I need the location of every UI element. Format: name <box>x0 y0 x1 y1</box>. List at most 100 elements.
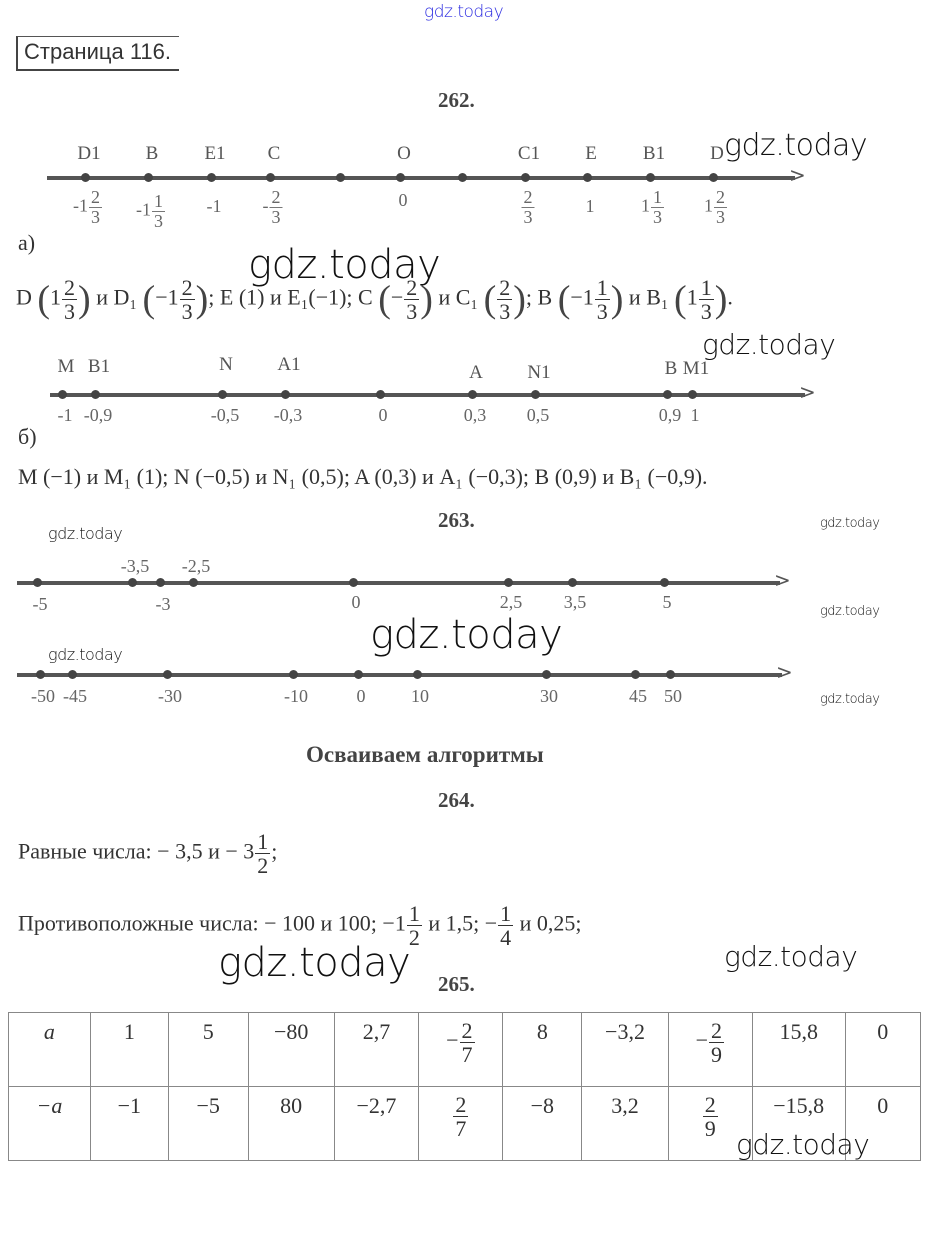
numerator: 1 <box>698 275 714 301</box>
point-value: 5 <box>662 592 672 612</box>
point-value: 1 <box>585 196 595 216</box>
watermark: gdz.today <box>48 524 123 543</box>
table-cell: 5 <box>167 1012 249 1087</box>
numerator: 2 <box>521 187 535 208</box>
formula-text: ; E (1) и E₁(−1); C <box>208 284 379 310</box>
point-marker <box>542 670 551 679</box>
watermark: gdz.today <box>218 940 411 986</box>
point-value: -0,9 <box>83 405 113 425</box>
point-marker <box>631 670 640 679</box>
table-cell: a <box>8 1012 91 1087</box>
point-marker <box>81 173 90 182</box>
whole-part: - <box>262 195 269 216</box>
denominator: 3 <box>700 299 712 325</box>
point-marker <box>396 173 405 182</box>
point-marker <box>207 173 216 182</box>
denominator: 3 <box>91 206 100 227</box>
numerator: 2 <box>89 187 102 208</box>
point-name: B <box>145 143 159 164</box>
point-value: 45 <box>629 686 647 706</box>
table-row: −a −1 −5 80 −2,7 2 7 −8 3,2 2 9 −15,8 0 <box>8 1086 922 1161</box>
point-marker <box>521 173 530 182</box>
point-value: -1 <box>57 405 73 425</box>
point-name: E <box>585 143 597 164</box>
point-value: 0,3 <box>463 405 487 425</box>
parenthesis: ( <box>142 278 156 321</box>
formula-text: и B₁ <box>623 284 675 310</box>
point-value: -3 <box>155 594 171 614</box>
table-cell: 80 <box>247 1086 335 1161</box>
point-value: -0,3 <box>273 405 303 425</box>
parenthesis: ) <box>714 278 728 321</box>
point-name: D <box>710 143 724 164</box>
denominator: 9 <box>711 1042 722 1068</box>
parenthesis: ) <box>420 278 433 321</box>
whole-part: 1 <box>704 195 713 216</box>
point-value: 2,5 <box>499 592 523 612</box>
point-name: A1 <box>277 354 301 375</box>
point-name: B1 <box>642 143 666 164</box>
formula-text: D <box>16 284 38 310</box>
table-cell: 0 <box>844 1086 922 1161</box>
numerator: 2 <box>709 1018 724 1044</box>
whole-part: -1 <box>136 199 151 220</box>
formula-text: . <box>727 284 733 310</box>
page-label: Страница 116. <box>16 36 180 71</box>
point-marker <box>68 670 77 679</box>
point-value: 3,5 <box>563 592 587 612</box>
table-cell: −2 9 <box>667 1012 753 1087</box>
task-263-title: 263. <box>438 508 475 532</box>
table-cell: −2 7 <box>418 1012 504 1087</box>
opposite-numbers: Противоположные числа: − 100 и 100; −1 1 2… <box>18 902 582 949</box>
task-264-title: 264. <box>438 788 475 812</box>
axis-line <box>17 581 780 585</box>
point-value: 10 <box>411 686 429 706</box>
denominator: 3 <box>499 299 511 325</box>
point-name: O <box>397 143 411 164</box>
point-name: A <box>469 362 483 383</box>
numerator: 2 <box>179 275 195 301</box>
point-marker <box>468 390 477 399</box>
watermark: gdz.today <box>370 612 563 658</box>
point-marker <box>266 173 275 182</box>
table-cell: −80 <box>247 1012 335 1087</box>
point-value: 0 <box>398 190 408 210</box>
point-marker <box>189 578 198 587</box>
arrow-icon: > <box>774 568 791 592</box>
formula-text: 1 <box>50 284 62 310</box>
point-value: 0,9 <box>658 405 682 425</box>
parenthesis: ( <box>378 278 391 321</box>
point-value: 0,5 <box>526 405 550 425</box>
task-262-title: 262. <box>438 88 475 112</box>
point-value: -0,5 <box>210 405 240 425</box>
numerator: 1 <box>651 187 664 208</box>
table-cell: −15,8 <box>751 1086 846 1161</box>
numerator: 2 <box>497 275 513 301</box>
parenthesis: ( <box>483 278 497 321</box>
denominator: 3 <box>596 299 608 325</box>
sign: − <box>446 1027 459 1053</box>
parenthesis: ( <box>674 278 687 321</box>
watermark: gdz.today <box>820 692 880 707</box>
formula-text: −1 <box>570 284 594 310</box>
point-value: 30 <box>540 686 558 706</box>
point-marker <box>568 578 577 587</box>
point-marker <box>58 390 67 399</box>
point-name: B <box>664 358 678 379</box>
table-cell: −8 <box>502 1086 583 1161</box>
axis-line <box>47 176 795 180</box>
point-marker <box>128 578 137 587</box>
denominator: 3 <box>716 206 725 227</box>
point-name: B1 <box>87 356 111 377</box>
numerator: 1 <box>152 191 165 212</box>
denominator: 3 <box>181 299 193 325</box>
